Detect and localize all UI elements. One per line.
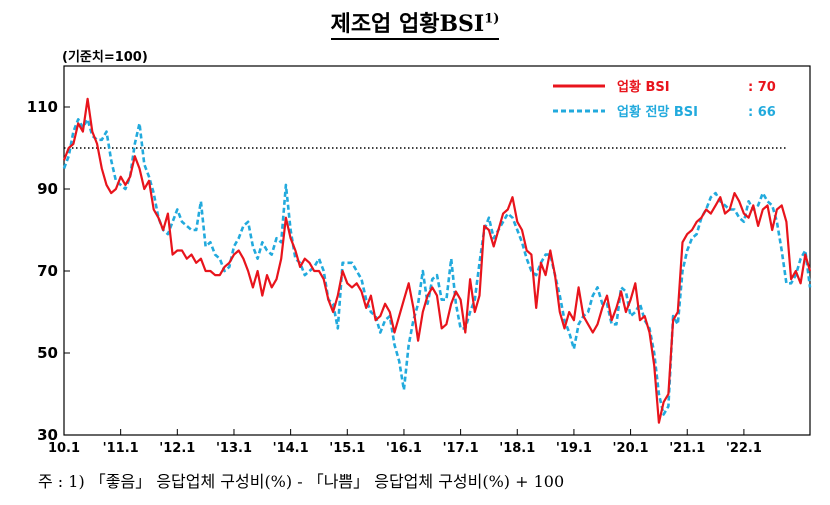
legend-value-bsi: : 70 <box>748 80 776 95</box>
x-tick-label: '13.1 <box>216 441 252 456</box>
x-tick-label: '18.1 <box>499 441 535 456</box>
legend-label-bsi: 업황 BSI <box>617 79 670 95</box>
x-tick-label: '12.1 <box>159 441 195 456</box>
x-tick-label: '15.1 <box>329 441 365 456</box>
x-tick-label: '11.1 <box>103 441 139 456</box>
x-tick-label: '19.1 <box>556 441 592 456</box>
x-tick-label: '16.1 <box>386 441 422 456</box>
plot-frame <box>63 65 811 436</box>
y-tick-label: 50 <box>37 344 58 362</box>
x-tick-label: '22.1 <box>726 441 762 456</box>
chart-title: 제조업 업황BSI1) <box>0 6 830 40</box>
x-tick-label: '21.1 <box>669 441 705 456</box>
x-tick-label: 10.1 <box>48 441 80 456</box>
x-tick-label: '20.1 <box>613 441 649 456</box>
x-tick-label: '14.1 <box>273 441 309 456</box>
chart-title-text: 제조업 업황BSI <box>330 11 485 37</box>
y-tick-label: 30 <box>37 426 58 444</box>
outlook-bsi-series-line <box>62 118 812 416</box>
title-footnote-marker: 1) <box>484 11 500 27</box>
y-tick-label: 70 <box>37 262 58 280</box>
y-axis-unit-label: (기준치=100) <box>62 50 148 65</box>
x-tick-label: '17.1 <box>443 441 479 456</box>
legend-label-outlook: 업황 전망 BSI <box>617 104 698 120</box>
y-tick-label: 90 <box>37 180 58 198</box>
bsi-line-chart: 30 50 70 90 110 10.1 '11.1 '12.1 '13.1 '14.1 '15.1… <box>27 65 812 456</box>
y-tick-label: 110 <box>27 98 58 116</box>
footnote: 주 : 1) 「좋음」 응답업체 구성비(%) - 「나쁨」 응답업체 구성비(… <box>38 472 565 491</box>
bsi-series-line <box>62 97 812 424</box>
legend-value-outlook: : 66 <box>748 105 776 120</box>
